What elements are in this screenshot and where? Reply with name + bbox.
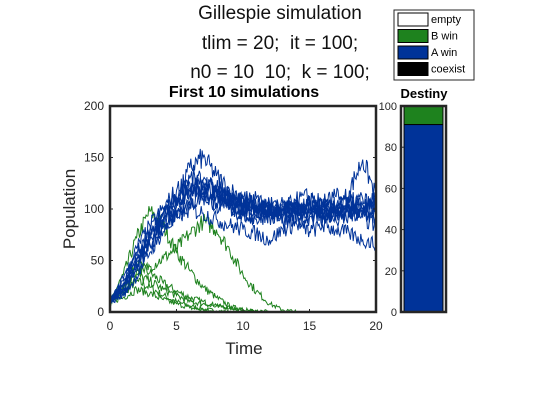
- destiny-tick-label: 100: [379, 101, 397, 113]
- destiny-segment: [403, 105, 444, 126]
- y-tick-label: 150: [84, 151, 104, 165]
- x-axis-label: Time: [225, 339, 262, 358]
- legend-label: A win: [431, 47, 457, 59]
- destiny-tick-label: 60: [385, 183, 397, 195]
- series-line: [109, 285, 376, 313]
- figure-title-line-1: Gillespie simulation: [198, 3, 362, 24]
- legend-swatch: [397, 12, 429, 27]
- x-tick-label: 15: [303, 319, 317, 333]
- series-line: [109, 200, 377, 304]
- destiny-frame: [399, 104, 448, 314]
- figure-title-line-3: n0 = 10 10; k = 100;: [190, 62, 370, 83]
- destiny-tick-label: 80: [385, 142, 397, 154]
- legend-swatch: [397, 29, 429, 43]
- legend-label: empty: [431, 14, 461, 26]
- legend: empty B win A win coexist: [393, 9, 475, 81]
- legend-swatch: [397, 62, 429, 76]
- destiny-y-ticks: 0 20 40 60 80 100: [379, 101, 404, 319]
- legend-swatch: [397, 45, 429, 60]
- x-tick-label: 20: [369, 319, 383, 333]
- destiny-title: Destiny: [401, 86, 449, 101]
- y-tick-label: 100: [84, 202, 104, 216]
- destiny-plot: Destiny 0 20 40 60 80 100: [379, 86, 449, 319]
- population-plot: First 10 simulations 0 5 10 15 20 0 50 100 150 2…: [60, 84, 383, 358]
- y-axis-label: Population: [60, 169, 79, 249]
- y-tick-label: 200: [84, 99, 104, 113]
- destiny-tick-label: 0: [391, 307, 397, 319]
- y-tick-label: 50: [91, 254, 105, 268]
- series-lines: [109, 148, 377, 313]
- destiny-tick-label: 40: [385, 225, 397, 237]
- destiny-bars: [403, 105, 444, 313]
- plot-title: First 10 simulations: [169, 84, 319, 101]
- y-tick-label: 0: [97, 305, 104, 319]
- legend-label: B win: [431, 31, 458, 43]
- y-ticks: 0 50 100 150 200: [84, 99, 376, 319]
- x-tick-label: 0: [107, 319, 114, 333]
- x-tick-label: 10: [236, 319, 250, 333]
- figure-title-line-2: tlim = 20; it = 100;: [201, 33, 359, 54]
- destiny-tick-label: 20: [385, 266, 397, 278]
- series-line: [109, 181, 377, 305]
- legend-label: coexist: [431, 64, 465, 76]
- x-tick-label: 5: [173, 319, 180, 333]
- series-line: [109, 277, 376, 313]
- destiny-segment: [403, 124, 444, 313]
- x-ticks: 0 5 10 15 20: [107, 309, 383, 333]
